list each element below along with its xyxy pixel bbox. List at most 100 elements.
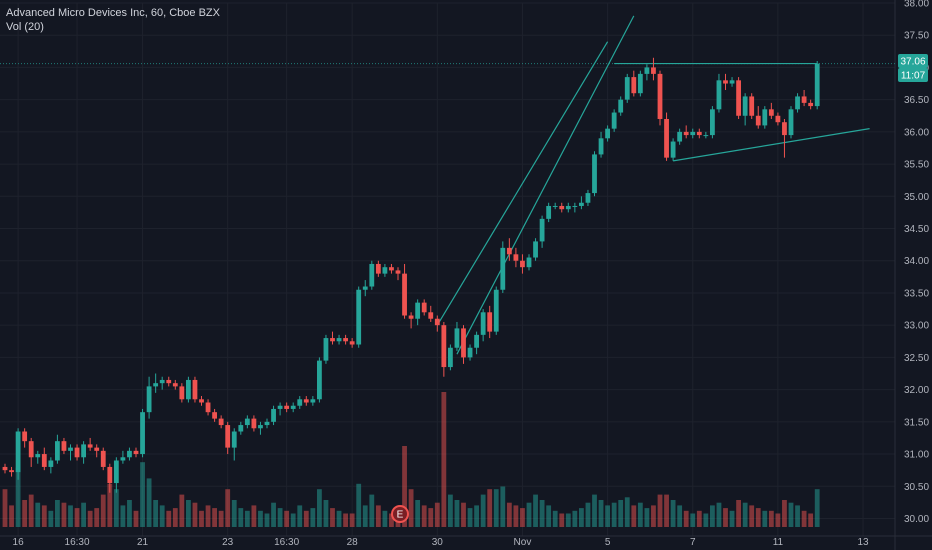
price-tick-label: 34.00 bbox=[904, 256, 929, 267]
volume-bar bbox=[592, 494, 597, 527]
time-badge: 11:07 bbox=[901, 71, 926, 82]
candle-body bbox=[526, 257, 532, 268]
price-tick-label: 33.50 bbox=[904, 288, 929, 299]
candle-body bbox=[467, 347, 473, 358]
candle-body bbox=[369, 263, 375, 287]
volume-indicator-label[interactable]: Vol (20) bbox=[6, 21, 44, 33]
volume-bar bbox=[683, 510, 689, 527]
price-tick-label: 31.00 bbox=[904, 450, 929, 461]
candle-body bbox=[664, 118, 669, 158]
candle-body bbox=[598, 138, 604, 155]
volume-bar bbox=[153, 500, 159, 527]
candle-body bbox=[389, 267, 394, 271]
candle-body bbox=[677, 131, 683, 142]
volume-bar bbox=[657, 494, 663, 527]
volume-bar bbox=[788, 502, 794, 527]
volume-bar bbox=[454, 500, 460, 527]
price-tick-label: 36.50 bbox=[904, 95, 929, 106]
price-tick-label: 38.00 bbox=[904, 0, 929, 10]
candle-body bbox=[218, 418, 224, 426]
candle-body bbox=[166, 379, 172, 384]
volume-bar bbox=[480, 494, 486, 527]
candle-body bbox=[657, 73, 663, 119]
candle-body bbox=[251, 418, 257, 429]
time-tick-label: 5 bbox=[605, 537, 611, 548]
volume-bar bbox=[467, 508, 473, 527]
time-tick-label: 16:30 bbox=[274, 537, 299, 548]
price-tick-label: 30.00 bbox=[904, 514, 929, 525]
candle-body bbox=[127, 450, 132, 458]
candle-body bbox=[15, 431, 21, 473]
candle-body bbox=[775, 115, 781, 123]
volume-bar bbox=[218, 510, 224, 527]
earnings-marker[interactable]: E bbox=[391, 505, 409, 523]
candle-body bbox=[513, 254, 519, 261]
candle-body bbox=[651, 67, 656, 74]
candle-body bbox=[140, 412, 145, 455]
volume-bar bbox=[9, 505, 14, 527]
candle-body bbox=[461, 328, 466, 358]
channel-lower-line bbox=[456, 15, 635, 355]
volume-bar bbox=[421, 505, 427, 527]
candle-body bbox=[159, 379, 165, 384]
volume-bar bbox=[651, 505, 656, 527]
candles bbox=[2, 57, 820, 493]
candle-body bbox=[520, 260, 525, 268]
candle-body bbox=[225, 425, 231, 448]
volume-bar bbox=[68, 505, 73, 527]
volume-bar bbox=[290, 513, 296, 527]
volume-bar bbox=[729, 510, 735, 527]
candle-body bbox=[277, 405, 283, 409]
volume-bar bbox=[310, 508, 316, 527]
candle-body bbox=[624, 77, 630, 100]
volume-bar bbox=[48, 510, 54, 527]
candle-body bbox=[35, 454, 41, 458]
volume-bar bbox=[205, 505, 211, 527]
volume-bar bbox=[493, 489, 499, 527]
candle-body bbox=[264, 421, 270, 426]
candle-body bbox=[146, 386, 152, 413]
chart-legend: Advanced Micro Devices Inc, 60, Cboe BZX… bbox=[6, 6, 220, 34]
candle-body bbox=[186, 379, 191, 400]
volume-bar bbox=[539, 500, 545, 527]
candle-body bbox=[592, 154, 597, 194]
volume-bar bbox=[146, 478, 152, 527]
candle-body bbox=[500, 247, 506, 290]
volume-bar bbox=[362, 505, 368, 527]
candle-body bbox=[782, 122, 787, 136]
volume-bar bbox=[225, 489, 231, 527]
volume-bar bbox=[618, 500, 624, 527]
volume-bar bbox=[742, 502, 748, 527]
candle-body bbox=[68, 447, 73, 451]
pattern-lines bbox=[0, 15, 895, 355]
symbol-title[interactable]: Advanced Micro Devices Inc, 60, Cboe BZX bbox=[6, 7, 220, 19]
volume-bar bbox=[500, 486, 506, 527]
candle-body bbox=[349, 341, 355, 345]
candle-body bbox=[284, 405, 290, 409]
volume-bar bbox=[238, 508, 244, 527]
price-tick-label: 33.00 bbox=[904, 321, 929, 332]
candle-body bbox=[605, 128, 610, 139]
volume-bar bbox=[74, 508, 80, 527]
candle-body bbox=[546, 205, 552, 219]
volume-bar bbox=[736, 500, 741, 527]
volume-bar bbox=[520, 508, 525, 527]
volume-bar bbox=[402, 446, 407, 527]
volume-bar bbox=[81, 502, 86, 527]
candle-body bbox=[703, 135, 709, 137]
candle-body bbox=[434, 318, 440, 326]
candle-body bbox=[61, 441, 67, 451]
volume-bar bbox=[487, 489, 493, 527]
time-tick-label: 21 bbox=[137, 537, 149, 548]
volume-bar bbox=[35, 502, 41, 527]
volume-bar bbox=[723, 508, 728, 527]
time-tick-label: 23 bbox=[222, 537, 234, 548]
volume-bar bbox=[441, 392, 447, 527]
volume-bar bbox=[330, 508, 335, 527]
candle-body bbox=[303, 399, 309, 403]
candle-body bbox=[487, 312, 493, 332]
candle-body bbox=[768, 109, 774, 116]
volume-bar bbox=[428, 508, 434, 527]
candle-body bbox=[755, 115, 761, 126]
